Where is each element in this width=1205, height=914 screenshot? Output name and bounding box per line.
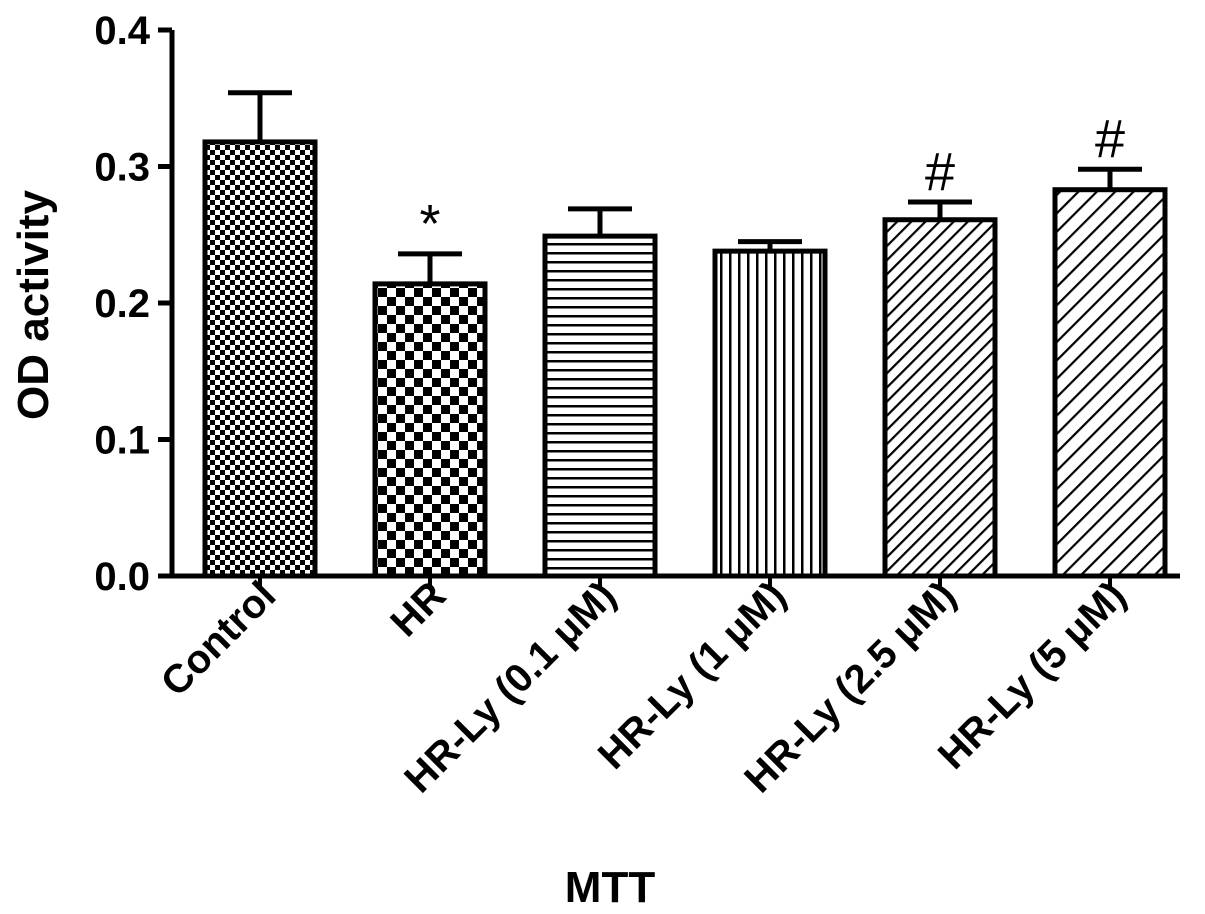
y-tick-label-0: 0.0 <box>94 555 150 599</box>
y-tick-label-1: 0.1 <box>94 419 150 463</box>
x-tick-label-1: HR <box>382 573 454 645</box>
bar-5 <box>1052 187 1168 579</box>
significance-mark-4: # <box>925 142 955 202</box>
bars-layer <box>202 139 1168 579</box>
bar-2 <box>542 233 658 579</box>
y-axis-title: OD activity <box>9 190 58 420</box>
bar-3 <box>712 248 828 579</box>
bar-4 <box>882 217 998 579</box>
bar-1 <box>372 281 488 579</box>
y-tick-label-2: 0.2 <box>94 282 150 326</box>
y-tick-label-4: 0.4 <box>94 9 150 53</box>
error-bars-layer <box>228 90 1142 284</box>
axes-layer <box>158 27 1180 588</box>
x-tick-label-0: Control <box>153 573 285 705</box>
significance-mark-1: * <box>419 194 440 254</box>
x-axis-title: MTT <box>565 863 656 912</box>
y-tick-label-3: 0.3 <box>94 146 150 190</box>
bar-0 <box>202 139 318 579</box>
significance-mark-5: # <box>1095 109 1125 169</box>
